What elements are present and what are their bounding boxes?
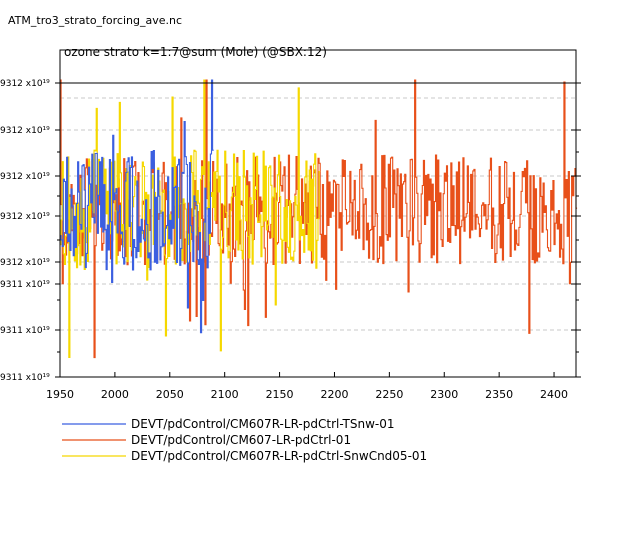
axes <box>59 49 577 378</box>
file-title: ATM_tro3_strato_forcing_ave.nc <box>8 14 183 27</box>
x-tick-label: 1950 <box>46 388 74 401</box>
y-tick-label: 9311 x10¹⁹ <box>0 280 50 290</box>
legend: DEVT/pdControl/CM607R-LR-pdCtrl-TSnw-01 D… <box>62 417 427 463</box>
x-tick-label: 2150 <box>266 388 294 401</box>
x-tick-label: 2100 <box>211 388 239 401</box>
legend-label: DEVT/pdControl/CM607R-LR-pdCtrl-TSnw-01 <box>131 417 395 431</box>
y-tick-label: 9311 x10¹⁹ <box>0 326 50 336</box>
y-tick-label: 9311 x10¹⁹ <box>0 373 50 383</box>
y-tick-label: 9312 x10¹⁹ <box>0 79 50 89</box>
x-tick-label: 2250 <box>375 388 403 401</box>
x-tick-label: 2400 <box>540 388 568 401</box>
x-tick-label: 2300 <box>430 388 458 401</box>
chart-title: ozone strato k=1:7@sum (Mole) (@SBX:12) <box>64 45 327 59</box>
series-layer <box>60 79 578 359</box>
y-tick-label: 9312 x10¹⁹ <box>0 126 50 136</box>
y-tick-label: 9312 x10¹⁹ <box>0 258 50 268</box>
y-ticks: 9312 x10¹⁹ 9312 x10¹⁹ 9312 x10¹⁹ 9312 x10¹⁹… <box>0 79 581 383</box>
x-tick-label: 2000 <box>101 388 129 401</box>
x-tick-label: 2350 <box>485 388 513 401</box>
y-tick-label: 9312 x10¹⁹ <box>0 172 50 182</box>
legend-label: DEVT/pdControl/CM607-LR-pdCtrl-01 <box>131 433 351 447</box>
series-line <box>60 79 214 334</box>
y-tick-label: 9312 x10¹⁹ <box>0 212 50 222</box>
legend-label: DEVT/pdControl/CM607R-LR-pdCtrl-SnwCnd05… <box>131 449 427 463</box>
x-ticks: 1950 2000 2050 2100 2150 2200 2250 2300 2350 2400 <box>46 372 568 401</box>
x-tick-label: 2050 <box>156 388 184 401</box>
plot-frame <box>59 49 577 378</box>
x-tick-label: 2200 <box>320 388 348 401</box>
